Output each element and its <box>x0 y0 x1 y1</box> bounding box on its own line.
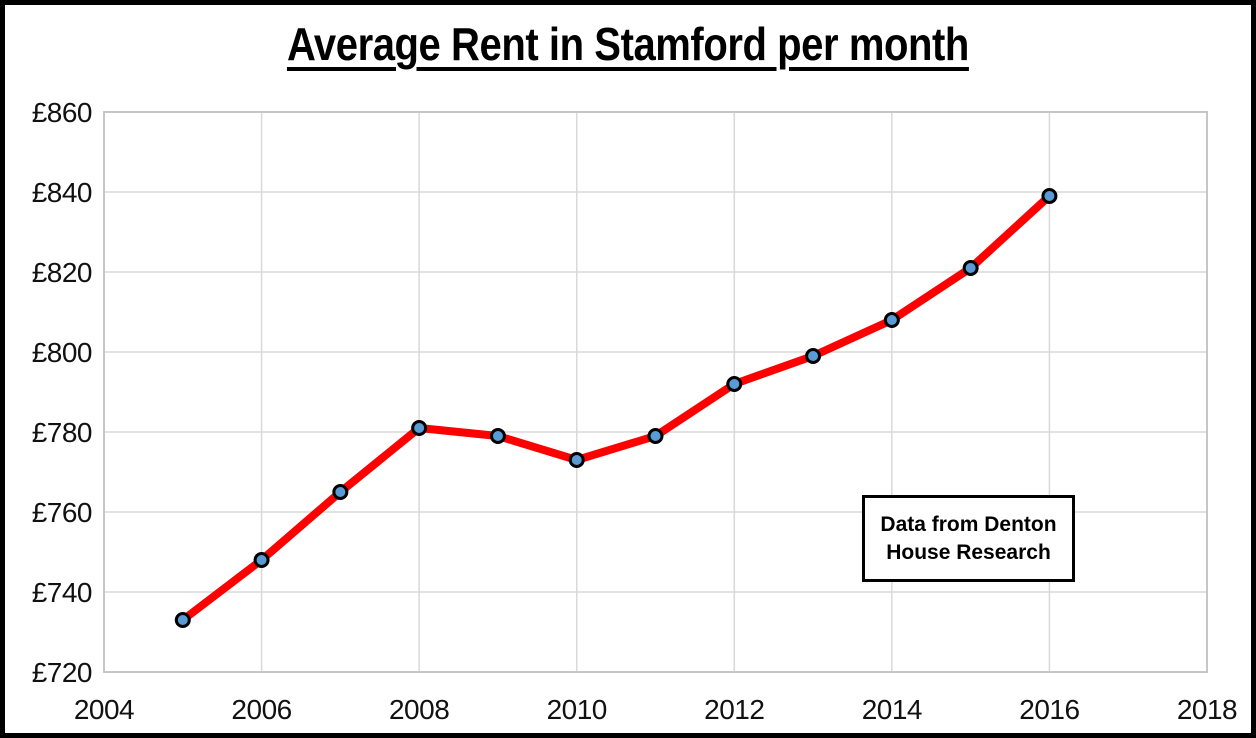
x-tick-label: 2012 <box>704 694 764 725</box>
y-tick-label: £740 <box>32 577 92 608</box>
annotation-line-1: Data from Denton <box>880 512 1057 536</box>
chart-title-text: Average Rent in Stamford per month <box>287 18 969 70</box>
data-point-2016 <box>1041 188 1058 204</box>
data-point-2013 <box>805 348 822 364</box>
data-point-2008 <box>411 420 428 436</box>
x-tick-label: 2010 <box>547 694 607 725</box>
y-tick-label: £820 <box>32 257 92 288</box>
annotation-box: Data from Denton House Research <box>862 495 1075 582</box>
data-point-2009 <box>489 428 506 444</box>
y-tick-label: £720 <box>32 657 92 688</box>
x-tick-label: 2004 <box>74 694 134 725</box>
rent-line-series <box>178 192 1054 624</box>
data-point-2012 <box>726 376 743 392</box>
data-point-2010 <box>568 452 585 468</box>
x-tick-label: 2018 <box>1177 694 1237 725</box>
y-tick-label: £860 <box>32 97 92 128</box>
data-point-2014 <box>883 312 900 328</box>
x-tick-label: 2006 <box>231 694 291 725</box>
data-point-2005 <box>174 612 191 628</box>
x-tick-label: 2016 <box>1019 694 1079 725</box>
line-chart-plot-area: £720 £740 £760 £780 £800 £820 £840 £860 2004 2006… <box>32 97 1238 725</box>
y-tick-label: £840 <box>32 177 92 208</box>
data-point-2011 <box>647 428 664 444</box>
y-tick-label: £800 <box>32 337 92 368</box>
x-tick-label: 2014 <box>862 694 922 725</box>
y-tick-label: £760 <box>32 497 92 528</box>
plot-border <box>103 111 1208 673</box>
data-point-2007 <box>332 484 349 500</box>
y-tick-label: £780 <box>32 417 92 448</box>
data-point-2006 <box>253 552 270 568</box>
annotation-line-2: House Research <box>886 540 1051 564</box>
data-point-2015 <box>962 260 979 276</box>
chart-title: Average Rent in Stamford per month <box>5 17 1251 71</box>
x-tick-label: 2008 <box>389 694 449 725</box>
